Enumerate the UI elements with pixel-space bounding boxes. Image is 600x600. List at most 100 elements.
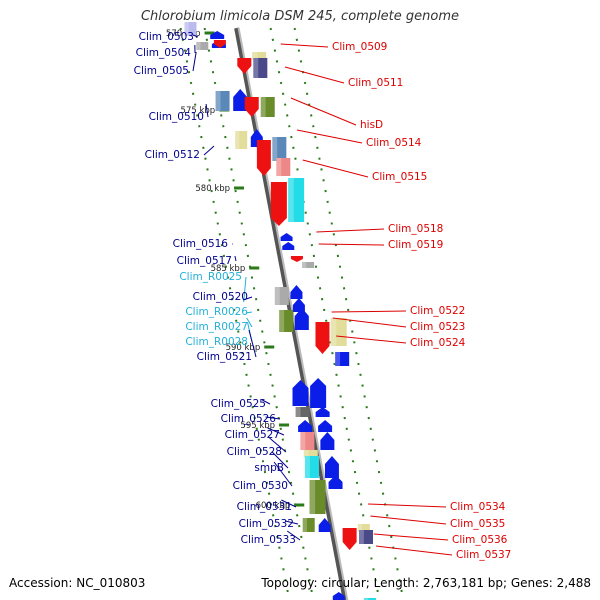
gene-block: [288, 178, 305, 222]
gene-feature: [295, 407, 310, 417]
gene-feature: [298, 420, 313, 432]
gene-block: [330, 318, 347, 346]
gene-block: [309, 480, 326, 514]
leader-line: [331, 310, 407, 313]
gene-label-text: Clim_0517: [177, 255, 232, 267]
gene-block-shine: [335, 352, 341, 366]
gene-block: [279, 310, 294, 332]
gene-block-shine: [304, 456, 310, 478]
leader-line: [246, 317, 253, 328]
gene-arrow-down: [237, 58, 252, 74]
gene-label-right: Clim_0534: [368, 501, 506, 513]
leader-line: [269, 437, 287, 453]
gene-block-shine: [184, 22, 189, 36]
gene-feature: [324, 456, 339, 478]
gene-block: [184, 22, 197, 36]
gene-label-right: Clim_0515: [302, 159, 427, 183]
gene-label-text: Clim_0512: [145, 149, 200, 161]
leader-line: [332, 317, 407, 328]
gene-label-right: Clim_0524: [336, 335, 466, 349]
gene-label-text: Clim_0515: [372, 171, 427, 183]
scale-label: 575 kbp: [181, 106, 216, 116]
gene-label-text: Clim_0536: [452, 534, 508, 546]
gene-feature: [256, 140, 271, 176]
gene-label-left: Clim_0532: [239, 518, 299, 530]
gene-label-right: Clim_0514: [296, 129, 422, 149]
gene-label-right: hisD: [290, 97, 383, 131]
leader-line: [245, 311, 253, 314]
gene-block: [304, 456, 319, 478]
gene-label-text: Clim_0514: [366, 137, 422, 149]
gene-block: [302, 518, 315, 532]
gene-label-left: Clim_0512: [145, 145, 215, 161]
gene-block: [253, 58, 268, 78]
gene-block-shine: [196, 42, 201, 50]
leader-line: [284, 66, 345, 84]
gene-label-left: Clim_R0025: [179, 271, 247, 303]
gene-block-shine: [252, 52, 258, 60]
gene-feature: [244, 97, 259, 117]
gene-block-shine: [309, 480, 316, 514]
leader-line: [192, 34, 199, 38]
gene-block-shine: [215, 91, 221, 111]
gene-label-left: Clim_0526: [221, 413, 281, 425]
leader-line: [262, 399, 271, 405]
gene-block-shine: [363, 598, 369, 600]
gene-label-text: Clim_0521: [197, 351, 252, 363]
gene-feature: [303, 450, 318, 458]
leader-line: [243, 296, 253, 301]
gene-block-shine: [357, 524, 363, 532]
gene-label-text: Clim_0518: [388, 223, 443, 235]
gene-block: [274, 287, 289, 305]
gene-feature: [252, 52, 267, 60]
gene-feature: [300, 432, 315, 450]
gene-feature: [292, 380, 309, 406]
leader-line: [296, 129, 363, 144]
gene-arrow-up: [315, 407, 330, 417]
leader-line: [302, 159, 369, 178]
gene-block-shine: [303, 450, 309, 458]
leader-line: [243, 276, 247, 303]
leader-line: [248, 329, 257, 358]
gene-arrow-up: [210, 31, 225, 39]
gene-arrow-up: [294, 308, 309, 330]
gene-feature: [260, 97, 275, 117]
gene-feature: [310, 378, 327, 408]
gene-label-left: Clim_0527: [225, 427, 285, 441]
gene-block: [359, 530, 373, 544]
leader-line: [373, 533, 449, 541]
gene-block-shine: [279, 310, 285, 332]
gene-label-text: Clim_0523: [410, 321, 465, 333]
scale-label: 580 kbp: [195, 184, 230, 194]
gene-label-left: Clim_R0027: [185, 317, 253, 333]
gene-label-left: Clim_R0026: [185, 306, 253, 318]
gene-arrow-up: [318, 420, 333, 432]
scale-label: 590 kbp: [226, 343, 261, 353]
gene-feature: [320, 432, 335, 450]
gene-feature: [309, 480, 326, 514]
gene-block-shine: [302, 262, 307, 268]
gene-feature: [280, 233, 293, 241]
gene-label-left: Clim_0528: [227, 437, 287, 458]
gene-arrow-up: [282, 242, 295, 250]
track-guide-line: [293, 27, 405, 600]
leader-line: [273, 461, 293, 487]
gene-label-left: Clim_0525: [211, 398, 271, 410]
gene-feature: [363, 598, 376, 600]
gene-label-left: Clim_0504: [136, 44, 196, 59]
gene-feature: [253, 58, 268, 78]
gene-block-shine: [288, 178, 294, 222]
gene-label-right: Clim_0536: [373, 533, 508, 546]
gene-block: [357, 524, 370, 532]
leader-line: [205, 103, 209, 118]
gene-arrow-up: [324, 456, 339, 478]
gene-feature: [196, 42, 209, 50]
gene-arrow-up: [280, 233, 293, 241]
gene-label-left: Clim_0503: [139, 31, 199, 43]
gene-arrow-down: [290, 256, 303, 262]
gene-block: [272, 137, 287, 161]
gene-label-text: Clim_0525: [211, 398, 266, 410]
gene-label-text: Clim_0511: [348, 77, 403, 89]
leader-line: [285, 520, 299, 525]
